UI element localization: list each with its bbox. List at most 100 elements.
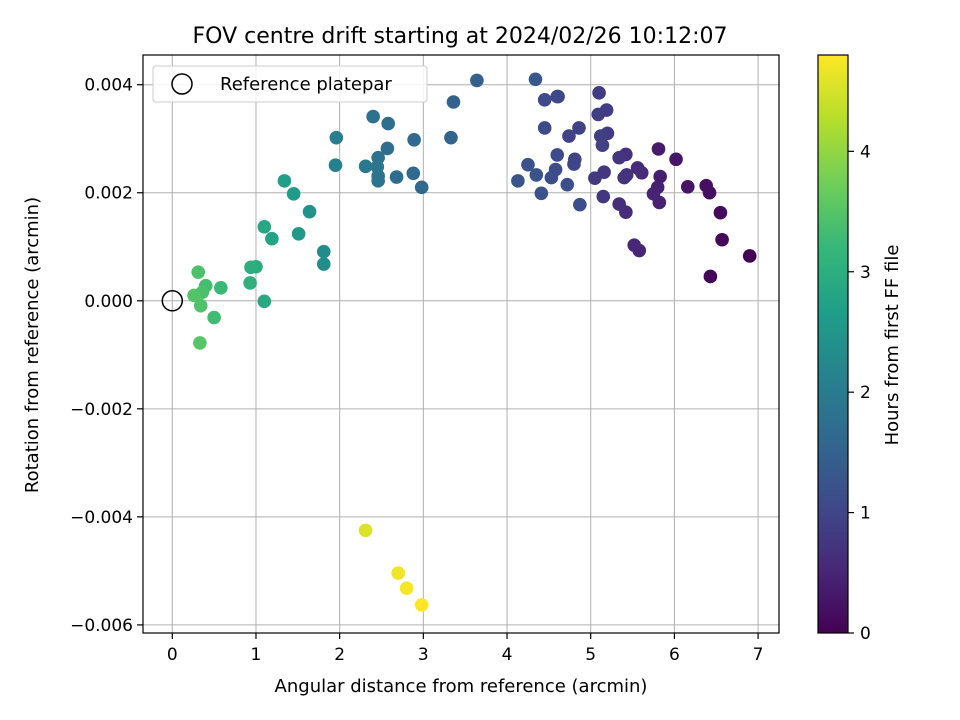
data-point: [370, 160, 385, 174]
data-point: [596, 189, 611, 204]
data-point: [187, 288, 201, 303]
data-point: [389, 170, 404, 184]
data-point: [329, 130, 344, 145]
colorbar-tick-label: 4: [860, 142, 871, 162]
data-point: [521, 157, 535, 172]
data-point: [591, 107, 606, 122]
colorbar-tick-label: 1: [860, 504, 871, 524]
data-point: [627, 238, 642, 252]
data-point: [244, 260, 258, 275]
data-point: [544, 170, 559, 185]
data-point: [391, 566, 406, 580]
legend-label-reference: Reference platepar: [220, 74, 392, 95]
data-point: [630, 161, 645, 175]
x-tick-label: 4: [502, 645, 513, 665]
colorbar-tick-label: 0: [860, 624, 871, 644]
data-point: [715, 232, 729, 247]
data-point: [742, 249, 757, 263]
legend-marker-reference: [171, 73, 193, 95]
data-point: [399, 581, 414, 595]
x-axis-label: Angular distance from reference (arcmin): [275, 676, 648, 697]
y-tick-label: −0.002: [70, 400, 133, 420]
data-point: [265, 231, 279, 246]
data-point: [414, 180, 429, 195]
colorbar: 0 1 2 3 4: [817, 54, 871, 644]
data-point: [277, 174, 292, 188]
data-point: [612, 150, 626, 165]
data-point: [470, 73, 484, 88]
data-point: [257, 294, 272, 309]
data-point: [703, 269, 718, 284]
colorbar-label: Hours from first FF file: [882, 245, 903, 446]
data-point: [617, 170, 631, 185]
legend-box: [152, 65, 428, 103]
data-point: [291, 227, 306, 241]
data-point: [446, 95, 461, 109]
data-point: [567, 157, 581, 171]
data-point: [713, 205, 728, 220]
data-point: [646, 187, 661, 201]
grid-lines: [143, 55, 779, 633]
data-point: [316, 257, 331, 271]
data-point: [653, 169, 667, 184]
data-point: [572, 121, 586, 135]
x-tick-label: 5: [585, 645, 596, 665]
x-tick-label: 2: [334, 645, 345, 665]
data-point: [529, 168, 544, 182]
data-point: [573, 197, 587, 212]
data-point: [358, 159, 373, 174]
data-point: [511, 174, 525, 188]
y-tick-label: −0.004: [70, 508, 133, 528]
y-tick-label: −0.006: [70, 616, 133, 636]
data-point: [537, 121, 552, 135]
data-point: [592, 86, 606, 100]
data-point: [191, 265, 206, 279]
colorbar-gradient: [817, 54, 849, 634]
data-point: [612, 197, 626, 211]
data-point: [193, 298, 208, 313]
y-tick-label: 0.004: [84, 76, 133, 96]
data-point: [366, 109, 380, 124]
y-tick-label: 0.002: [84, 184, 133, 204]
data-point: [444, 130, 458, 145]
data-point: [214, 281, 228, 295]
data-point: [562, 129, 576, 143]
x-tick-label: 7: [753, 645, 764, 665]
legend: Reference platepar: [152, 65, 428, 103]
data-point: [528, 72, 543, 87]
data-point: [550, 148, 565, 162]
data-point: [414, 598, 429, 612]
data-point: [380, 141, 395, 156]
y-axis-label: Rotation from reference (arcmin): [22, 197, 43, 493]
x-tick-label: 0: [167, 645, 178, 665]
data-point: [560, 177, 575, 192]
data-point: [381, 116, 395, 131]
data-point: [669, 152, 683, 167]
colorbar-ticks: 0 1 2 3 4: [848, 142, 871, 644]
data-point: [699, 178, 713, 193]
data-point: [551, 89, 565, 104]
x-tick-label: 1: [251, 645, 262, 665]
data-point: [207, 310, 221, 325]
reference-platepar-marker: [161, 290, 184, 312]
data-point: [407, 133, 421, 147]
colorbar-tick-label: 2: [860, 383, 871, 403]
chart-title: FOV centre drift starting at 2024/02/26 …: [193, 24, 728, 49]
data-point: [595, 138, 610, 153]
data-point: [257, 219, 272, 234]
plot-area-frame: [142, 54, 780, 634]
data-point: [328, 158, 343, 172]
data-point: [286, 187, 301, 201]
data-point: [651, 142, 666, 156]
data-point: [534, 186, 549, 201]
data-point: [302, 204, 317, 219]
data-point: [588, 171, 602, 185]
data-point: [243, 276, 257, 290]
axis-ticks: 0 1 2 3 4 5 6 7 −0.006 −0.004 −0.002 0.000 0.002 0.00…: [70, 76, 763, 665]
data-point: [358, 523, 373, 538]
data-point: [371, 174, 385, 188]
data-point: [193, 336, 207, 350]
x-tick-label: 6: [669, 645, 680, 665]
